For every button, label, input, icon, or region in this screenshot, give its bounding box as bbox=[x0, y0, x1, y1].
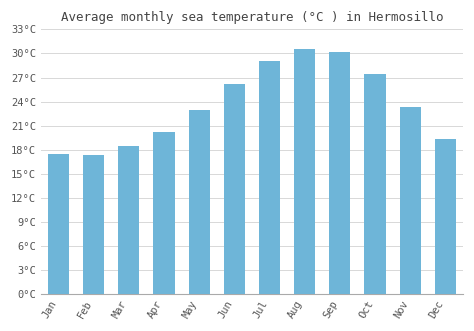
Bar bbox=[224, 84, 245, 294]
Bar bbox=[48, 154, 69, 294]
Title: Average monthly sea temperature (°C ) in Hermosillo: Average monthly sea temperature (°C ) in… bbox=[61, 11, 443, 24]
Bar bbox=[435, 139, 456, 294]
Bar bbox=[259, 62, 280, 294]
Bar bbox=[118, 146, 139, 294]
Bar bbox=[189, 110, 210, 294]
Bar bbox=[329, 52, 350, 294]
Bar bbox=[365, 74, 385, 294]
Bar bbox=[83, 155, 104, 294]
Bar bbox=[400, 107, 421, 294]
Bar bbox=[154, 132, 174, 294]
Bar bbox=[294, 49, 315, 294]
